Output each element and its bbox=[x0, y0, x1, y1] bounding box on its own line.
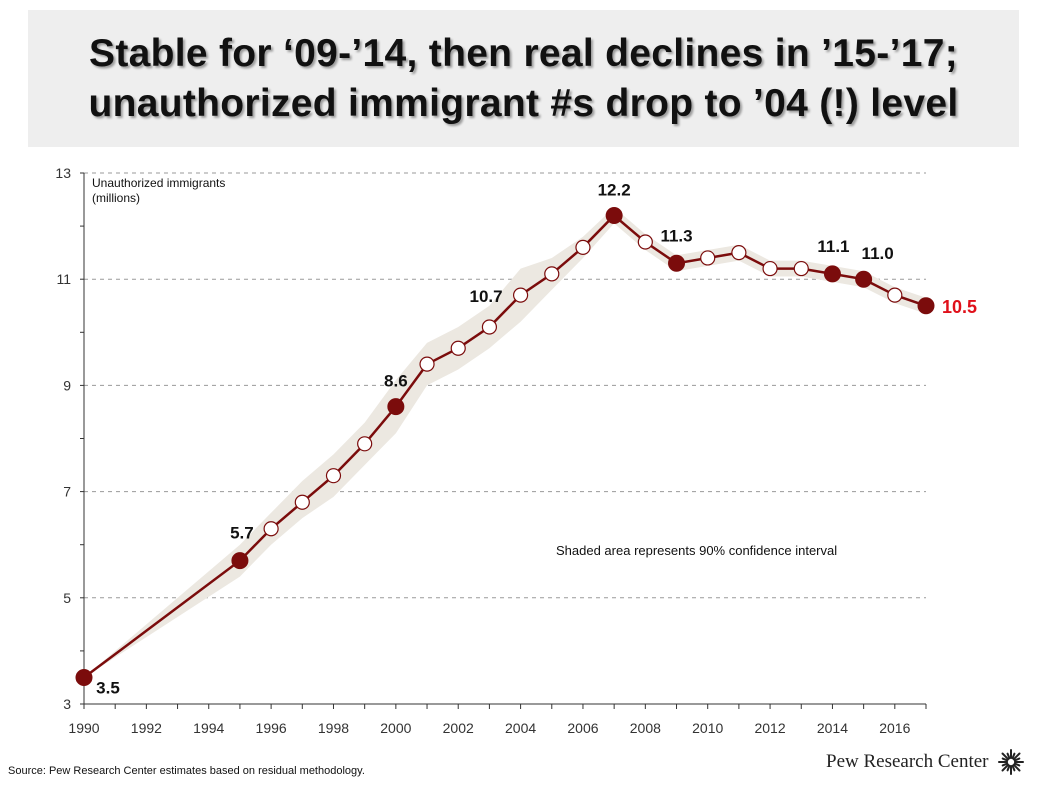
y-tick-label: 9 bbox=[63, 377, 71, 393]
data-label-2015: 11.0 bbox=[862, 244, 894, 263]
x-tick-label: 2016 bbox=[879, 720, 910, 736]
logo-ray bbox=[1011, 764, 1015, 772]
brand: Pew Research Center bbox=[826, 748, 1025, 776]
data-point-2001 bbox=[419, 356, 435, 372]
data-point-2017 bbox=[917, 297, 935, 315]
logo-ray bbox=[1001, 752, 1009, 761]
data-point-2012 bbox=[762, 260, 778, 277]
x-tick-label: 1990 bbox=[68, 720, 99, 736]
data-point-2013 bbox=[793, 260, 809, 277]
x-tick-label: 1998 bbox=[318, 720, 349, 736]
data-label-2000: 8.6 bbox=[384, 372, 408, 391]
line-chart: 3 5 7 9 11 13 1990 1992 1994 1996 1998 2000 2002 2004… bbox=[55, 165, 977, 736]
y-tick-label: 11 bbox=[56, 271, 71, 287]
y-axis-label-units: (millions) bbox=[92, 191, 140, 205]
y-tick-label: 7 bbox=[63, 484, 71, 500]
x-tick-label: 2004 bbox=[505, 720, 536, 736]
data-point-2000 bbox=[387, 398, 405, 416]
series-line bbox=[83, 213, 927, 679]
data-point-2005 bbox=[544, 266, 560, 282]
data-label-1990: 3.5 bbox=[96, 678, 120, 697]
x-tick-label: 2000 bbox=[380, 720, 411, 736]
data-label-2007: 12.2 bbox=[598, 180, 631, 199]
grid-lines bbox=[84, 172, 926, 599]
logo-ray bbox=[1013, 762, 1020, 767]
logo-ray bbox=[1001, 762, 1008, 767]
data-point-2015 bbox=[855, 270, 873, 288]
logo-ray bbox=[1001, 757, 1008, 762]
data-point-1996 bbox=[263, 521, 279, 537]
title-line-2: unauthorized immigrant #s drop to ’04 (!… bbox=[88, 81, 959, 125]
x-tick-label: 2014 bbox=[817, 720, 848, 736]
data-point-2002 bbox=[450, 340, 466, 356]
logo-ray bbox=[1001, 763, 1009, 772]
data-point-2011 bbox=[731, 245, 747, 261]
y-tick-label: 5 bbox=[63, 590, 71, 606]
x-tick-label: 2006 bbox=[567, 720, 598, 736]
brand-name: Pew Research Center bbox=[826, 751, 989, 772]
data-point-2007 bbox=[605, 206, 623, 224]
logo-ray bbox=[1011, 752, 1015, 760]
data-label-2004: 10.7 bbox=[469, 287, 502, 306]
x-tick-label: 2002 bbox=[443, 720, 474, 736]
y-tick-label: 13 bbox=[55, 165, 71, 181]
y-axis-label: Unauthorized immigrants bbox=[92, 176, 225, 190]
pew-starburst-logo-icon bbox=[997, 749, 1024, 775]
data-point-1998 bbox=[325, 468, 342, 484]
x-tick-label: 1992 bbox=[131, 720, 162, 736]
confidence-note: Shaded area represents 90% confidence in… bbox=[556, 543, 837, 558]
data-points bbox=[75, 206, 935, 686]
x-tick-label: 1996 bbox=[256, 720, 287, 736]
data-label-2009: 11.3 bbox=[660, 226, 692, 245]
logo-ray bbox=[1012, 763, 1020, 772]
logo-ray bbox=[1013, 757, 1020, 762]
logo-ray bbox=[1006, 764, 1010, 772]
x-tick-label: 1994 bbox=[193, 720, 224, 736]
data-point-2006 bbox=[575, 239, 591, 255]
axes: 3 5 7 9 11 13 1990 1992 1994 1996 1998 2000 2002 2004… bbox=[55, 165, 927, 736]
data-point-2010 bbox=[700, 250, 716, 266]
y-tick-label: 3 bbox=[63, 696, 71, 712]
source-note: Source: Pew Research Center estimates ba… bbox=[8, 765, 365, 777]
data-point-2008 bbox=[637, 234, 653, 250]
data-label-2017: 10.5 bbox=[942, 297, 977, 317]
data-label-1995: 5.7 bbox=[230, 524, 254, 543]
data-point-1995 bbox=[231, 552, 249, 570]
data-point-2003 bbox=[481, 319, 498, 335]
data-point-1999 bbox=[357, 436, 373, 452]
x-tick-label: 2012 bbox=[754, 720, 785, 736]
title-banner: Stable for ‘09-’14, then real declines i… bbox=[28, 10, 1019, 147]
confidence-band bbox=[84, 207, 926, 678]
x-tick-label: 2008 bbox=[630, 720, 661, 736]
data-point-2014 bbox=[823, 265, 841, 283]
data-point-2004 bbox=[512, 287, 529, 303]
data-label-2014: 11.1 bbox=[817, 237, 849, 256]
data-point-1990 bbox=[75, 668, 93, 686]
data-point-2016 bbox=[887, 287, 903, 303]
data-point-1997 bbox=[294, 494, 310, 510]
title-line-1: Stable for ‘09-’14, then real declines i… bbox=[89, 31, 958, 75]
data-point-2009 bbox=[668, 254, 686, 272]
logo-ray bbox=[1006, 752, 1010, 760]
logo-ray bbox=[1012, 752, 1020, 761]
data-labels: 3.5 5.7 8.6 10.7 12.2 11.3 11.1 11.0 10.5 bbox=[96, 180, 977, 697]
x-tick-label: 2010 bbox=[692, 720, 723, 736]
